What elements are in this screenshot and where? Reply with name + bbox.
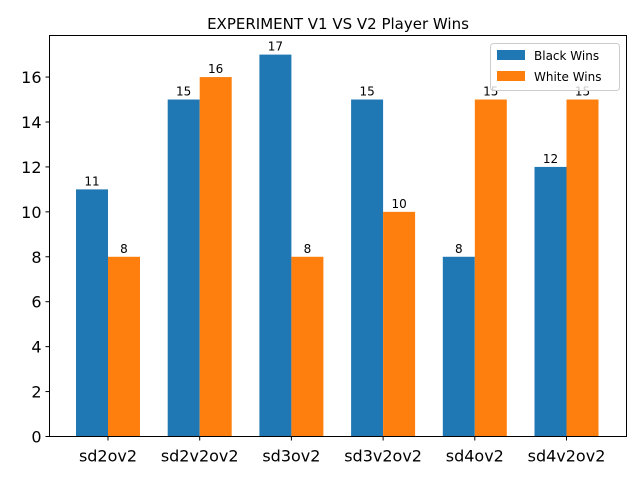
legend-swatch-white-wins (497, 71, 525, 81)
bar-white-wins-sd4v2ov2 (566, 99, 599, 437)
y-tick-label: 12 (21, 158, 41, 177)
data-label: 12 (543, 152, 558, 166)
y-tick-label: 4 (31, 338, 41, 357)
bar-black-wins-sd4ov2 (442, 256, 475, 437)
bar-white-wins-sd2ov2 (108, 256, 140, 437)
plot-frame (49, 35, 627, 437)
legend: Black Wins White Wins (490, 43, 620, 91)
x-tick-label: sd3ov2 (262, 447, 320, 466)
bar-black-wins-sd2v2ov2 (167, 99, 200, 437)
y-tick-label: 2 (31, 383, 41, 402)
bar-black-wins-sd3ov2 (259, 54, 292, 437)
bar-black-wins-sd2ov2 (76, 189, 108, 437)
chart-title: EXPERIMENT V1 VS V2 Player Wins (207, 15, 469, 33)
y-tick-label: 8 (31, 248, 41, 267)
data-label: 11 (84, 174, 99, 188)
y-tick-label: 0 (31, 428, 41, 447)
legend-label: White Wins (534, 70, 602, 84)
x-tick-label: sd2v2ov2 (161, 447, 239, 466)
bar-white-wins-sd4ov2 (474, 99, 507, 437)
bar-white-wins-sd3ov2 (291, 256, 324, 437)
x-axis: sd2ov2 sd2v2ov2 sd3ov2 sd3v2ov2 sd4ov2 sd4v2o… (79, 436, 606, 466)
x-tick-label: sd3v2ov2 (344, 447, 422, 466)
data-label: 8 (120, 242, 128, 256)
legend-swatch-black-wins (497, 50, 525, 60)
bar-white-wins-sd2v2ov2 (199, 77, 232, 437)
data-label: 10 (391, 197, 406, 211)
legend-label: Black Wins (534, 49, 599, 63)
y-tick-label: 14 (21, 113, 41, 132)
data-label: 15 (176, 85, 191, 99)
x-tick-label: sd4v2ov2 (528, 447, 606, 466)
data-label: 8 (304, 242, 312, 256)
y-tick-label: 16 (21, 68, 41, 87)
x-tick-label: sd2ov2 (79, 447, 137, 466)
data-label: 15 (359, 85, 374, 99)
y-tick-label: 10 (21, 203, 41, 222)
bars-layer (76, 54, 599, 437)
x-tick-label: sd4ov2 (446, 447, 504, 466)
data-label: 8 (455, 242, 463, 256)
data-label: 17 (268, 40, 283, 54)
bar-black-wins-sd3v2ov2 (351, 99, 384, 437)
y-axis: 0 2 4 6 8 10 12 14 16 (21, 68, 50, 447)
y-tick-label: 6 (31, 293, 41, 312)
bar-white-wins-sd3v2ov2 (383, 211, 416, 437)
bar-black-wins-sd4v2ov2 (534, 166, 567, 437)
data-label: 16 (208, 62, 223, 76)
